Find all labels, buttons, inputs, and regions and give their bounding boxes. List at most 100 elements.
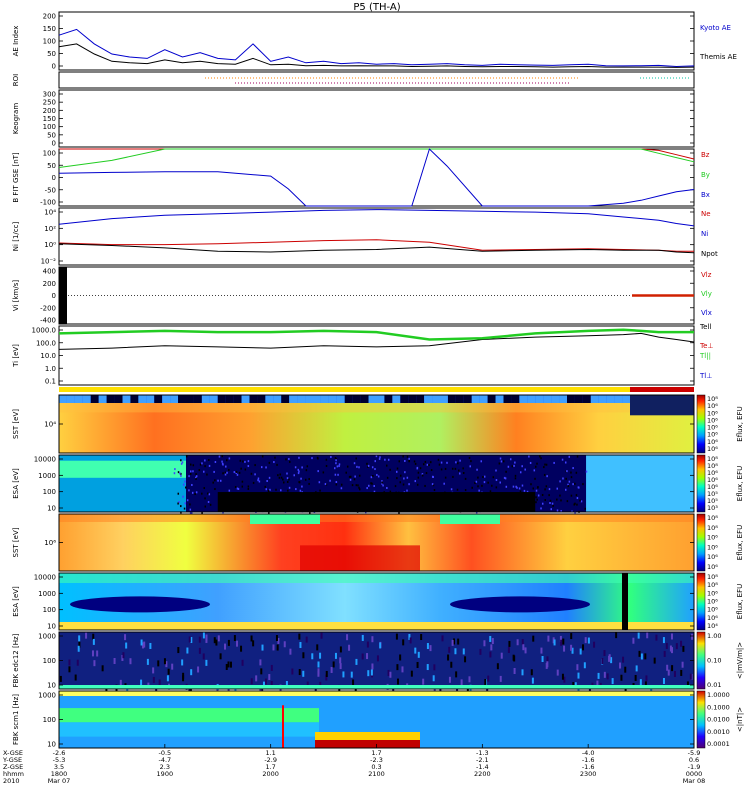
- spectrogram-cell: [371, 636, 374, 643]
- spectrogram-cell: [180, 474, 182, 477]
- spectrogram-cell: [374, 468, 376, 471]
- spectrogram-cell: [325, 458, 328, 461]
- spectrogram-cell: [204, 459, 206, 462]
- spectrogram-cell: [348, 644, 351, 651]
- spectrogram-cell: [288, 486, 291, 489]
- spectrogram-cell: [204, 497, 206, 500]
- y-tick-label: 0: [52, 140, 56, 148]
- spectrogram-cell: [686, 681, 689, 688]
- spectrogram-cell: [457, 638, 460, 645]
- spectrogram-cell: [512, 485, 515, 488]
- spectrogram-cell: [384, 395, 393, 403]
- spectrogram-cell: [366, 653, 369, 660]
- spectrogram-cell: [568, 455, 571, 458]
- spectrogram-cell: [129, 658, 132, 665]
- colorbar-tick: 10⁶: [707, 402, 718, 410]
- spectrogram-cell: [507, 646, 510, 653]
- spectrogram-cell: [530, 483, 532, 486]
- spectrogram-cell: [179, 472, 181, 475]
- spectrogram-cell: [556, 498, 558, 501]
- spectrogram-cell: [455, 671, 458, 678]
- spectrogram-cell: [322, 471, 325, 474]
- spectrogram-cell: [306, 465, 309, 468]
- spectrogram-cell: [386, 486, 388, 489]
- spectrogram-cell: [167, 668, 170, 675]
- spectrogram-cell: [355, 484, 358, 487]
- mode-bar-fast: [630, 387, 694, 392]
- spectrogram-cell: [273, 461, 275, 464]
- spectrogram-cell: [254, 464, 256, 467]
- spectrogram-cell: [540, 647, 543, 654]
- spectrogram-cell: [270, 681, 273, 688]
- spectrogram-cell: [202, 632, 205, 639]
- x-tick-label: -2.6: [53, 749, 66, 757]
- y-axis-label: AE Index: [12, 26, 20, 57]
- colorbar-tick: 10⁸: [707, 514, 718, 522]
- x-axis-row-label: 2010: [3, 777, 20, 785]
- spectrogram-cell: [553, 461, 555, 464]
- colorbar-tick: 1.0000: [707, 691, 730, 699]
- spectrogram-cell: [195, 476, 197, 479]
- spectrogram-cell: [286, 472, 288, 475]
- spectrogram-cell: [680, 669, 683, 676]
- x-tick-label: 2100: [368, 770, 385, 778]
- spectrogram-cell: [544, 488, 546, 491]
- spectrogram-cell: [289, 395, 298, 403]
- spectrogram-cell: [508, 640, 511, 647]
- spectrogram-cell: [546, 661, 549, 668]
- spectrogram-cell: [563, 676, 566, 683]
- y-tick-label: 100: [43, 488, 56, 496]
- spectrogram-cell: [370, 482, 372, 485]
- spectrogram-cell: [471, 486, 473, 489]
- spectrogram-cell: [414, 647, 417, 654]
- band: [59, 691, 694, 696]
- spectrogram-cell: [189, 472, 192, 475]
- spectrogram-cell: [366, 487, 368, 490]
- y-tick-label: 1000: [38, 590, 56, 598]
- spectrogram-cell: [610, 657, 613, 664]
- spectrogram-cell: [78, 641, 81, 648]
- spectrogram-cell: [689, 673, 692, 680]
- spectrogram-cell: [487, 675, 490, 682]
- spectrogram-cell: [575, 471, 578, 474]
- spectrogram-cell: [535, 395, 544, 403]
- spectrogram-cell: [491, 484, 493, 487]
- spectrogram-cell: [297, 395, 306, 403]
- spectrogram-cell: [514, 477, 517, 480]
- spectrogram-cell: [477, 485, 479, 488]
- roi-panel: [58, 71, 695, 89]
- spectrogram-cell: [395, 633, 398, 640]
- spectrogram-cell: [267, 489, 270, 492]
- spectrogram-cell: [214, 461, 217, 464]
- spectrogram-cell: [349, 475, 352, 478]
- spectrogram-cell: [241, 395, 250, 403]
- spectrogram-cell: [532, 635, 535, 642]
- spectrogram-cell: [305, 469, 308, 472]
- spectrogram-cell: [165, 661, 168, 668]
- spectrogram-cell: [259, 686, 262, 693]
- y-tick-label: 150: [43, 115, 56, 123]
- spectrogram-cell: [396, 664, 399, 671]
- spectrogram-cell: [300, 477, 302, 480]
- legend-temp-3: Tl⊥: [699, 372, 712, 380]
- spectrogram-cell: [576, 455, 579, 458]
- spectrogram-cell: [354, 475, 356, 478]
- spectrogram-cell: [483, 475, 486, 478]
- spectrogram-cell: [492, 476, 495, 479]
- spectrogram-cell: [219, 653, 222, 660]
- spectrogram-cell: [559, 635, 562, 642]
- spectrogram-cell: [691, 633, 694, 640]
- spectrogram-cell: [431, 475, 434, 478]
- temp-line-1: [58, 328, 694, 341]
- spectrogram-cell: [201, 492, 203, 495]
- spectrogram-cell: [396, 678, 399, 685]
- spectrogram-cell: [269, 488, 271, 491]
- spectrogram-cell: [541, 656, 544, 663]
- colorbar-tick: 10⁶: [707, 606, 718, 614]
- spectrogram-cell: [227, 661, 230, 668]
- spectrogram-cell: [77, 645, 80, 652]
- spectrogram-cell: [241, 659, 244, 666]
- spectrogram-cell: [224, 643, 227, 650]
- spectrogram-cell: [417, 651, 420, 658]
- spectrogram-cell: [311, 457, 313, 460]
